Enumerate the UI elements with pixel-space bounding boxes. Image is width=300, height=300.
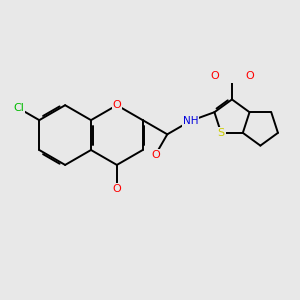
Text: NH: NH (183, 116, 198, 126)
Text: O: O (112, 184, 121, 194)
Text: S: S (218, 128, 225, 138)
Text: Cl: Cl (14, 103, 24, 113)
Text: O: O (151, 150, 160, 160)
Text: O: O (210, 71, 219, 81)
Text: O: O (112, 100, 121, 110)
Text: O: O (245, 71, 254, 81)
